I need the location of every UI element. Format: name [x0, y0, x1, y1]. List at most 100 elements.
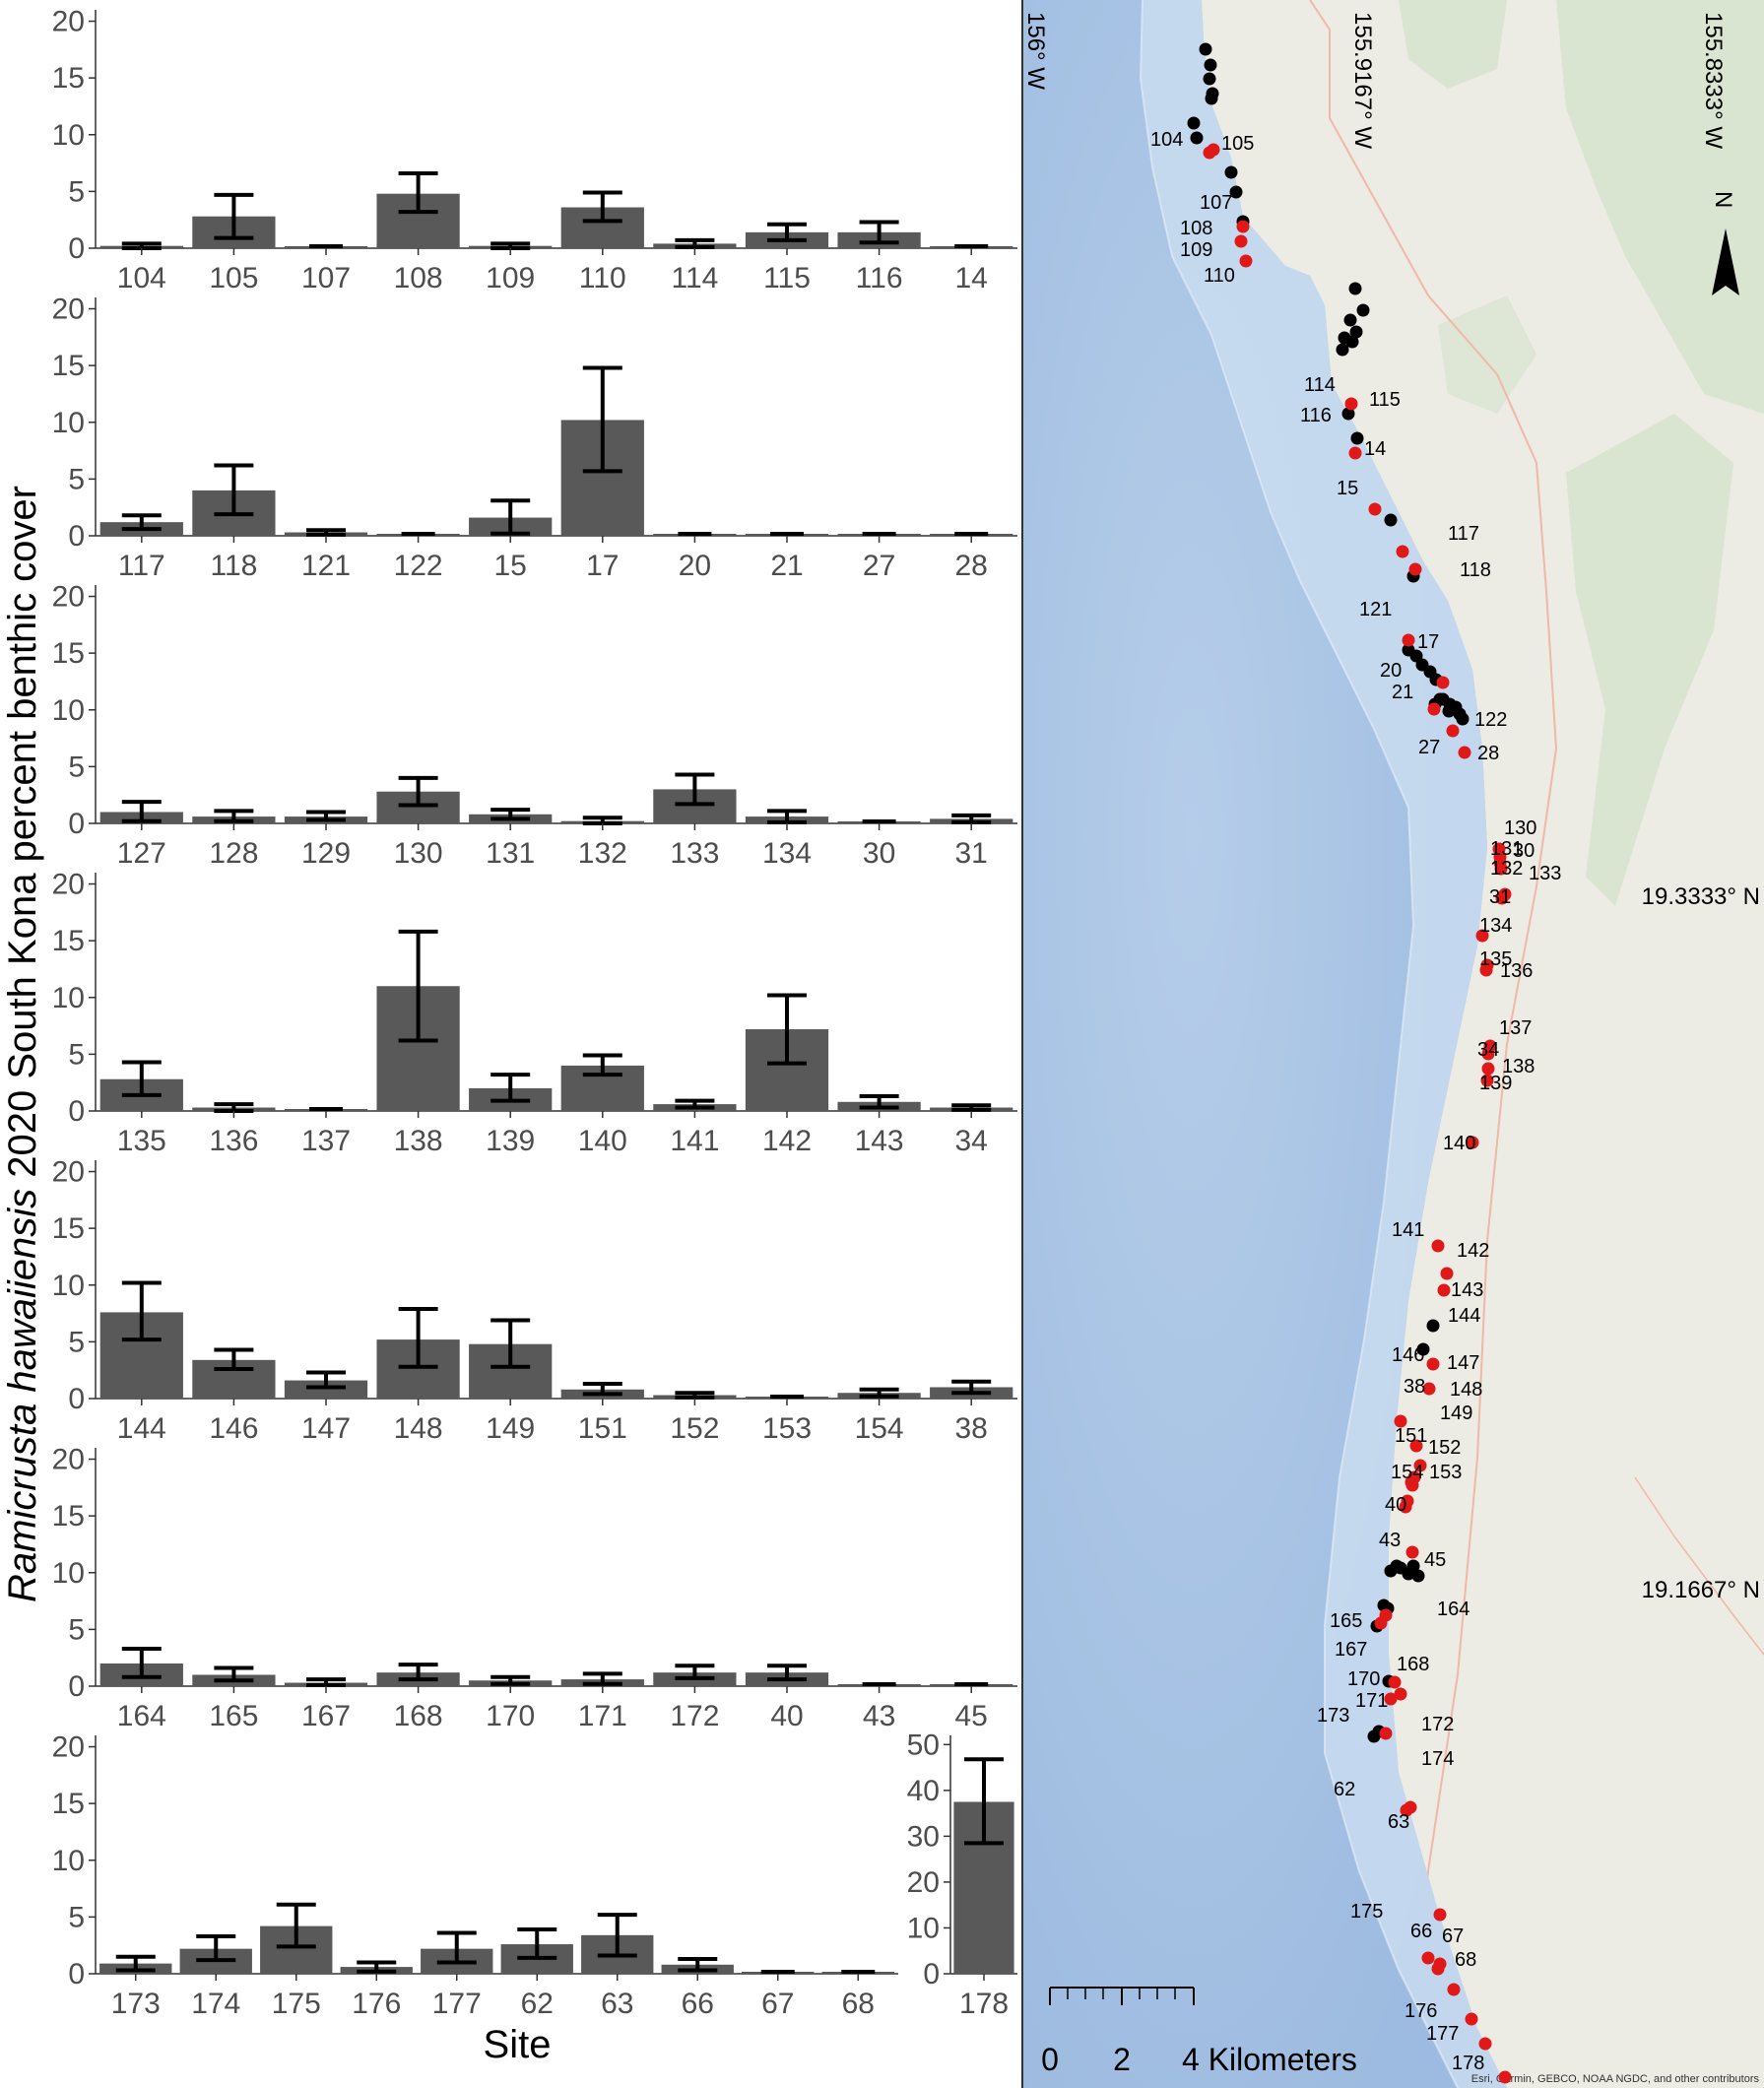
x-tick-label-117: 117	[118, 550, 165, 582]
site-marker-red	[1394, 1414, 1407, 1428]
site-label-170: 170	[1347, 1668, 1380, 1690]
x-tick-label-63: 63	[601, 1988, 633, 2020]
site-marker-black	[1341, 407, 1355, 421]
x-tick-label-164: 164	[117, 1700, 166, 1732]
x-tick-label-130: 130	[394, 837, 443, 870]
x-tick-label-146: 146	[209, 1412, 258, 1445]
chart-panel: 0 10 20 30 40 50 178	[907, 1729, 1017, 2020]
x-tick-label-109: 109	[486, 262, 535, 294]
x-tick-label-118: 118	[210, 550, 257, 582]
site-marker-red	[1405, 1545, 1419, 1559]
site-label-66: 66	[1410, 1921, 1432, 1942]
site-label-141: 141	[1392, 1219, 1424, 1241]
site-label-178: 178	[1452, 2053, 1484, 2074]
scale-label-0: 0	[1041, 2042, 1059, 2077]
site-label-104: 104	[1150, 129, 1183, 151]
x-tick-label-121: 121	[301, 550, 351, 582]
site-label-62: 62	[1334, 1779, 1355, 1800]
site-label-165: 165	[1330, 1610, 1362, 1632]
x-tick-label-20: 20	[679, 550, 711, 582]
site-label-21: 21	[1392, 682, 1413, 703]
site-label-130: 130	[1504, 817, 1536, 839]
y-tick-label: 0	[68, 808, 85, 840]
lon-label-155-8333: 155.8333° W	[1700, 12, 1727, 149]
site-label-67: 67	[1442, 1925, 1464, 1947]
y-tick-label: 20	[52, 869, 85, 901]
site-marker-red	[1396, 545, 1409, 558]
x-tick-label-139: 139	[486, 1125, 535, 1157]
site-marker-red	[1446, 724, 1460, 738]
map-vegetation	[1566, 414, 1733, 906]
y-tick-label: 0	[68, 1095, 85, 1128]
lon-label-155-9167: 155.9167° W	[1349, 12, 1376, 149]
y-tick-label: 15	[52, 925, 85, 957]
site-marker-red	[1422, 1382, 1436, 1396]
x-tick-label-151: 151	[578, 1412, 627, 1445]
x-tick-label-127: 127	[117, 837, 166, 870]
x-tick-label-131: 131	[486, 837, 535, 870]
x-tick-label-114: 114	[671, 262, 718, 294]
y-tick-label: 30	[907, 1820, 940, 1853]
x-tick-label-140: 140	[578, 1125, 627, 1157]
y-tick-label: 15	[52, 1500, 85, 1533]
site-marker-red	[1207, 143, 1220, 157]
site-marker-red	[1458, 746, 1471, 759]
x-tick-label-147: 147	[301, 1412, 351, 1445]
site-label-175: 175	[1350, 1901, 1383, 1923]
site-marker-black	[1367, 1729, 1381, 1743]
site-label-110: 110	[1204, 265, 1235, 287]
site-marker-red	[1400, 1803, 1413, 1817]
site-marker-red	[1236, 220, 1250, 233]
x-tick-label-122: 122	[394, 550, 443, 582]
site-marker-red	[1437, 1283, 1451, 1297]
x-tick-label-138: 138	[394, 1125, 443, 1157]
site-label-27: 27	[1418, 737, 1440, 758]
x-tick-label-132: 132	[578, 837, 627, 870]
site-marker-black	[1345, 335, 1359, 349]
chart-panel: 0 5 10 15 20 135 136 137 138 139 140 141 142 143 34	[52, 869, 1017, 1157]
y-tick-label: 5	[68, 175, 85, 208]
x-tick-label-141: 141	[670, 1125, 719, 1157]
x-tick-label-68: 68	[842, 1988, 875, 2020]
map-vegetation	[1556, 0, 1764, 414]
site-label-45: 45	[1424, 1549, 1446, 1571]
x-tick-label-173: 173	[111, 1988, 161, 2020]
site-marker-black	[1456, 712, 1470, 726]
site-label-109: 109	[1180, 239, 1212, 261]
y-tick-label: 50	[907, 1729, 940, 1761]
x-tick-label-153: 153	[762, 1412, 812, 1445]
site-marker-red	[1481, 1062, 1495, 1076]
site-label-142: 142	[1457, 1240, 1489, 1262]
y-tick-label: 10	[52, 1557, 85, 1590]
site-label-31: 31	[1489, 886, 1511, 908]
site-label-137: 137	[1499, 1017, 1532, 1039]
y-tick-label: 15	[52, 62, 85, 95]
north-label: N	[1710, 191, 1736, 208]
x-tick-label-178: 178	[959, 1988, 1009, 2020]
site-label-143: 143	[1451, 1279, 1483, 1301]
x-tick-label-45: 45	[955, 1700, 988, 1732]
scale-label-4-km: 4 Kilometers	[1182, 2042, 1357, 2077]
site-marker-red	[1433, 1908, 1447, 1922]
y-axis-title-species: Ramicrusta hawaiiensis	[1, 1189, 44, 1602]
site-label-135: 135	[1479, 948, 1512, 970]
site-marker-black	[1406, 1559, 1420, 1573]
x-tick-label-62: 62	[521, 1988, 554, 2020]
x-tick-label-43: 43	[863, 1700, 895, 1732]
y-tick-label: 20	[52, 1444, 85, 1476]
y-tick-label: 20	[52, 581, 85, 614]
x-tick-label-137: 137	[301, 1125, 351, 1157]
site-marker-black	[1229, 185, 1243, 199]
x-tick-label-143: 143	[855, 1125, 904, 1157]
y-tick-label: 15	[52, 1788, 85, 1820]
site-label-131: 131	[1490, 838, 1523, 860]
site-marker-red	[1368, 502, 1382, 516]
y-tick-label: 40	[907, 1775, 940, 1807]
x-tick-label-144: 144	[117, 1412, 166, 1445]
site-marker-red	[1394, 1687, 1407, 1701]
x-tick-label-116: 116	[856, 262, 903, 294]
x-tick-label-129: 129	[301, 837, 351, 870]
x-tick-label-154: 154	[855, 1412, 904, 1445]
